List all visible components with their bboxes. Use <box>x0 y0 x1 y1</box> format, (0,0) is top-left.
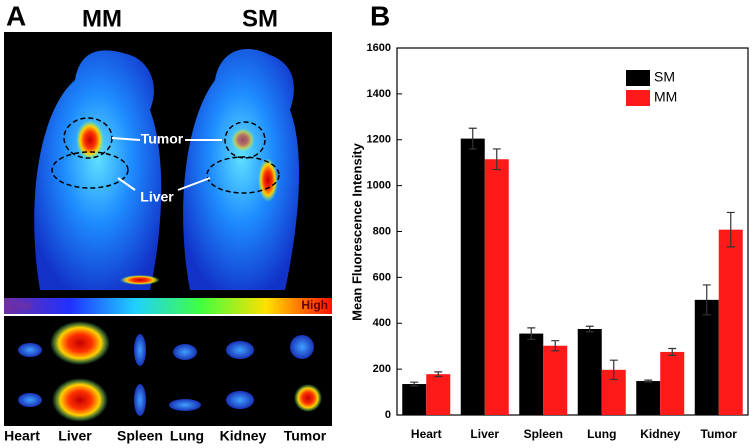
legend-swatch <box>626 90 650 106</box>
x-tick-label: Kidney <box>640 427 680 441</box>
y-axis-label: Mean Fluorescence Intensity <box>349 142 364 320</box>
error-bar <box>702 284 711 316</box>
x-tick-label: Heart <box>411 427 442 441</box>
group-title: MM <box>82 5 122 32</box>
x-tick-label: Spleen <box>524 427 563 441</box>
organ-image-bg <box>4 316 332 426</box>
organs <box>18 321 322 422</box>
annotation: Liver <box>140 189 174 205</box>
bar <box>636 381 661 415</box>
y-tick-label: 1600 <box>367 42 391 54</box>
bar <box>484 159 509 415</box>
organ-label: Liver <box>58 428 92 444</box>
organ-label: Heart <box>4 428 40 444</box>
error-bar <box>668 347 677 356</box>
error-bar <box>551 340 560 352</box>
y-tick-label: 1200 <box>367 134 391 146</box>
error-bar <box>644 379 653 383</box>
hotspot <box>120 275 160 285</box>
hotspot <box>76 120 104 160</box>
y-tick-label: 400 <box>373 317 391 329</box>
error-bar <box>585 325 594 333</box>
mouse-sm <box>183 48 300 290</box>
bar <box>577 328 602 415</box>
error-bar <box>609 359 618 381</box>
bar <box>543 345 568 415</box>
mouse-mm <box>34 50 162 291</box>
organ-label: Kidney <box>220 428 267 444</box>
colorbar-label: Low <box>8 298 33 312</box>
x-tick-label: Tumor <box>701 427 738 441</box>
error-bar <box>410 381 419 387</box>
liver-outline <box>206 156 280 194</box>
legend-swatch <box>626 70 650 86</box>
bar <box>660 351 685 415</box>
organ-label: Spleen <box>117 428 163 444</box>
panel-label: A <box>6 0 26 31</box>
colorbar <box>4 298 332 314</box>
y-tick-label: 200 <box>373 363 391 375</box>
x-tick-label: Liver <box>470 427 499 441</box>
y-tick-label: 600 <box>373 271 391 283</box>
y-tick-label: 0 <box>385 409 391 421</box>
error-bar <box>492 148 501 171</box>
bar <box>460 138 485 415</box>
liver-outline <box>51 151 129 189</box>
bar <box>694 299 719 415</box>
panel-a: Tumor Liver Low High A MM SM <box>4 0 332 426</box>
legend-label: MM <box>654 89 677 105</box>
arrows <box>111 137 222 191</box>
y-tick-label: 800 <box>373 225 391 237</box>
error-bar <box>468 127 477 150</box>
bar <box>718 229 743 415</box>
y-tick-label: 1400 <box>367 88 391 100</box>
annotation: Tumor <box>141 131 184 147</box>
hotspot <box>258 158 278 202</box>
error-bar <box>434 371 443 378</box>
error-bar <box>527 327 536 340</box>
organ-label: Lung <box>170 428 204 444</box>
group-title: SM <box>242 5 278 32</box>
tumor-outline <box>224 121 266 159</box>
colorbar-label: High <box>301 298 328 312</box>
x-tick-label: Lung <box>587 427 616 441</box>
error-bar <box>726 211 735 248</box>
bar <box>426 374 451 415</box>
y-tick-label: 1000 <box>367 180 391 192</box>
hotspot <box>231 128 255 152</box>
legend-label: SM <box>654 69 675 85</box>
panel-label: B <box>370 0 390 31</box>
bar <box>519 333 544 415</box>
bar <box>402 384 427 415</box>
organ-label: Tumor <box>284 428 327 444</box>
